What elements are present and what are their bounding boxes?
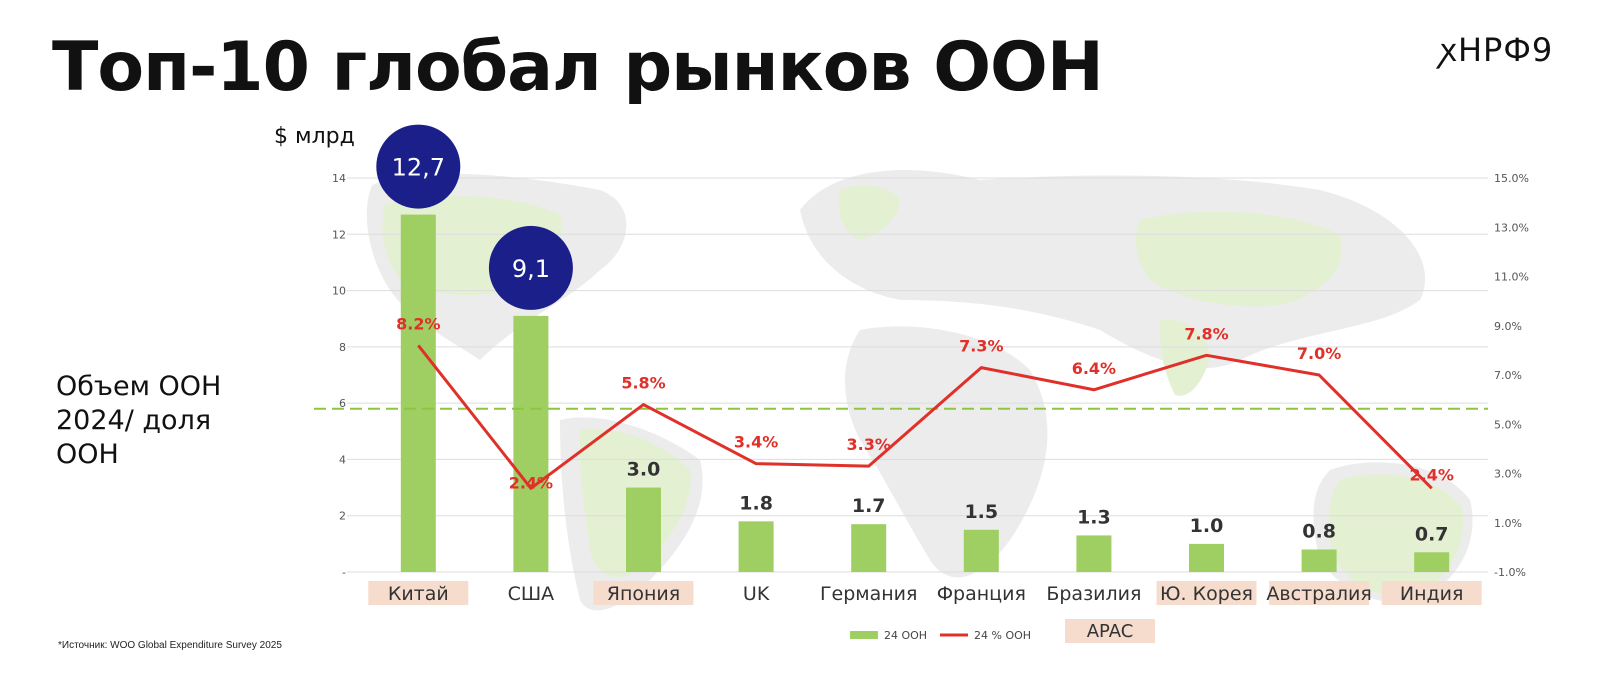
y-axis-right: -1.0% 1.0% 3.0% 5.0% 7.0% 9.0% 11.0% 13.0% 15.0%	[1494, 172, 1529, 579]
line-value-label: 7.0%	[1297, 344, 1341, 363]
side-label-line: Объем ООН	[56, 371, 222, 402]
y2-tick-label: 5.0%	[1494, 418, 1522, 431]
bar-value-label: 1.0	[1190, 515, 1224, 537]
x-axis-labels: Китай США Япония UK Германия Франция Бразилия Ю…	[388, 583, 1464, 605]
bar-value-label: 3.0	[627, 459, 661, 481]
region-tag: APAC	[1065, 619, 1155, 643]
bar	[513, 315, 549, 572]
y2-tick-label: -1.0%	[1494, 566, 1526, 579]
source-note: *Источник: WOO Global Expenditure Survey…	[58, 640, 282, 651]
bar-value-label: 12,7	[392, 154, 445, 182]
y2-tick-label: 13.0%	[1494, 221, 1529, 234]
bar	[1189, 543, 1224, 572]
brand-logo: ꭗНРФ9	[1440, 31, 1554, 69]
value-bubble	[376, 124, 461, 209]
line-value-label: 3.3%	[847, 435, 891, 454]
bar	[1076, 535, 1112, 572]
value-bubble	[488, 225, 573, 310]
bar	[1414, 552, 1450, 572]
y2-tick-label: 3.0%	[1494, 468, 1522, 481]
category-label: Австралия	[1266, 583, 1371, 605]
y2-tick-label: 1.0%	[1494, 517, 1522, 530]
legend: 24 ООН 24 % ООН	[850, 629, 1031, 642]
bar-value-label: 1.7	[852, 495, 886, 517]
category-label: Индия	[1400, 583, 1464, 605]
line-series	[417, 344, 1433, 490]
category-label: Бразилия	[1046, 583, 1141, 605]
bar	[1301, 549, 1337, 572]
unit-label: $ млрд	[274, 124, 355, 149]
line-data-labels: 8.2% 2.4% 5.8% 3.4% 3.3% 7.3% 6.4% 7.8% 7.0% 2.4%	[396, 314, 1454, 492]
line-value-label: 8.2%	[396, 314, 440, 333]
bar-value-label: 1.8	[739, 492, 773, 514]
bar	[626, 487, 661, 572]
bar	[400, 214, 436, 573]
legend-bar-label: 24 ООН	[884, 629, 927, 642]
category-label: Ю. Корея	[1160, 583, 1253, 605]
legend-line-label: 24 % ООН	[974, 629, 1031, 642]
category-label: Франция	[937, 583, 1026, 605]
y2-tick-label: 11.0%	[1494, 271, 1529, 284]
category-highlights	[368, 581, 1482, 605]
bar	[738, 521, 774, 572]
line-value-label: 3.4%	[734, 433, 778, 452]
slide-title: Топ-10 глобал рынков ООН	[52, 28, 1104, 107]
category-highlight	[1381, 581, 1482, 605]
y-tick-label: 6	[339, 397, 346, 410]
share-line	[417, 344, 1433, 490]
bar-value-label: 9,1	[512, 255, 550, 283]
category-highlight	[368, 581, 469, 605]
bar-value-label: 1.3	[1077, 506, 1111, 528]
side-label-line: 2024/ доля	[56, 404, 212, 436]
y-tick-label: 2	[339, 510, 346, 523]
y2-tick-label: 15.0%	[1494, 172, 1529, 185]
category-highlight	[1269, 581, 1370, 605]
y-tick-label: 10	[332, 285, 346, 298]
line-value-label: 5.8%	[621, 374, 665, 393]
bar	[963, 529, 999, 572]
region-tag-label: APAC	[1087, 621, 1134, 642]
y-axis-left: - 2 4 6 8 10 12 14	[332, 172, 346, 579]
line-value-label: 2.4%	[509, 473, 553, 492]
category-highlight	[1156, 581, 1257, 605]
bar	[851, 524, 887, 572]
bar-value-label: 0.8	[1302, 520, 1336, 542]
bar-value-label: 1.5	[964, 501, 998, 523]
category-label: Германия	[820, 583, 918, 605]
line-value-label: 2.4%	[1410, 465, 1454, 484]
category-label: США	[508, 583, 555, 605]
category-label: Япония	[607, 583, 680, 605]
region-tag-bg	[1065, 619, 1155, 643]
legend-bar-swatch	[850, 631, 878, 639]
y2-tick-label: 7.0%	[1494, 369, 1522, 382]
side-label-line: ООН	[56, 438, 119, 470]
bar-data-labels: 12,7 9,1 3.0 1.8 1.7 1.5 1.3 1.0 0.8 0.7	[376, 124, 1449, 545]
category-label: UK	[743, 583, 770, 605]
y-tick-label: 4	[339, 453, 346, 466]
y2-tick-label: 9.0%	[1494, 320, 1522, 333]
y-tick-label: 14	[332, 172, 346, 185]
category-highlight	[593, 581, 694, 605]
line-value-label: 6.4%	[1072, 359, 1116, 378]
bar-value-label: 0.7	[1415, 523, 1449, 545]
bar-series	[400, 214, 1450, 573]
y-tick-label: 12	[332, 228, 346, 241]
category-label: Китай	[388, 583, 449, 605]
side-label: Объем ООН 2024/ доля ООН	[56, 370, 286, 471]
line-value-label: 7.8%	[1184, 324, 1228, 343]
line-value-label: 7.3%	[959, 337, 1003, 356]
y-tick-label: -	[342, 566, 346, 579]
y-tick-label: 8	[339, 341, 346, 354]
